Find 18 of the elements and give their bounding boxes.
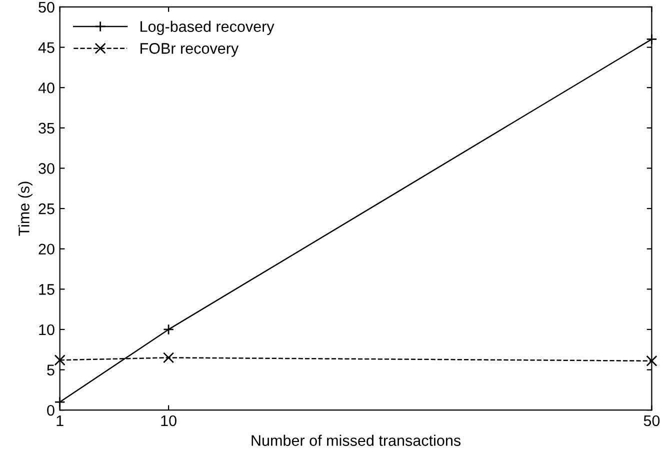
y-axis-title: Time (s) bbox=[18, 182, 32, 236]
x-tick-label: 10 bbox=[161, 415, 176, 426]
y-tick-label: 0 bbox=[47, 404, 54, 416]
y-tick-label: 40 bbox=[38, 82, 54, 94]
x-axis-title: Number of missed transactions bbox=[252, 434, 461, 446]
legend-label: Log-based recovery bbox=[140, 20, 274, 35]
y-tick-label: 30 bbox=[38, 163, 54, 174]
y-tick-label: 50 bbox=[38, 2, 54, 13]
y-tick-label: 5 bbox=[47, 364, 54, 376]
y-tick-label: 35 bbox=[38, 122, 54, 134]
y-tick-label: 15 bbox=[39, 284, 54, 295]
x-tick-label: 1 bbox=[56, 416, 64, 426]
y-tick-label: 10 bbox=[39, 324, 54, 336]
y-tick-label: 20 bbox=[38, 244, 54, 255]
y-tick-label: 25 bbox=[38, 203, 54, 214]
legend-label: FOBr recovery bbox=[140, 43, 239, 57]
y-tick-label: 45 bbox=[38, 42, 54, 53]
x-tick-label: 50 bbox=[644, 415, 660, 426]
